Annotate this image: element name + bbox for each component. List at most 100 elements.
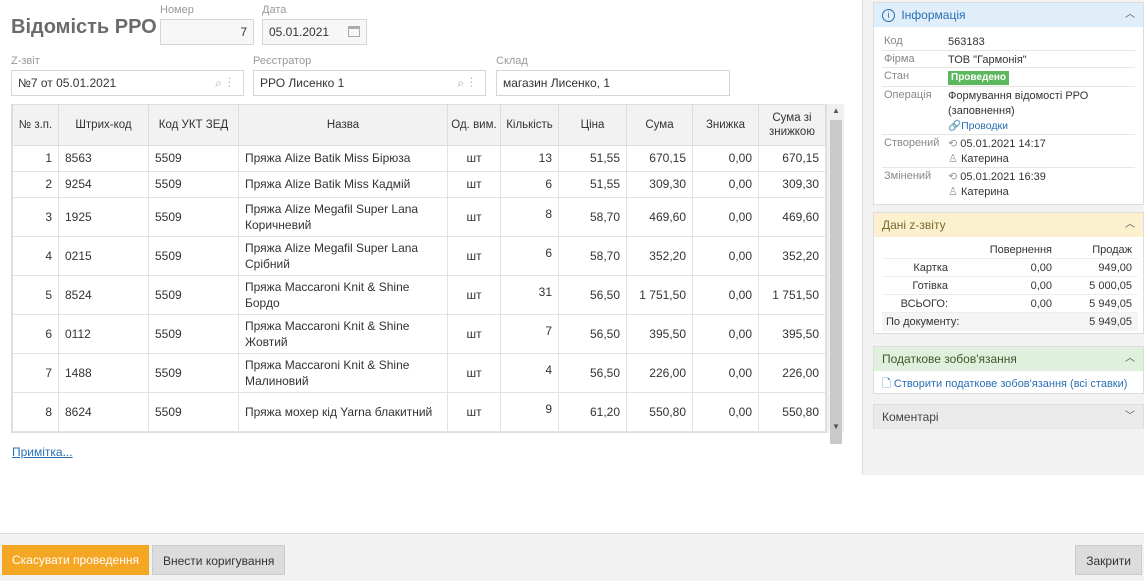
table-row[interactable]: 3 1925 5509 Пряжа Alize Megafil Super Lana … (12, 196, 826, 237)
cell-qty: 13 (500, 144, 559, 172)
cell-barcode: 8624 (58, 391, 149, 432)
chevron-up-icon[interactable]: ︿ (1125, 353, 1135, 364)
search-menu-icons[interactable]: ⌕⋮ (457, 76, 479, 90)
cell-qty: 6 (500, 430, 559, 432)
date-field[interactable]: 05.01.2021 (262, 19, 367, 45)
cell-sum: 1 751,50 (626, 274, 693, 315)
info-icon: i (882, 9, 895, 23)
create-tax-link[interactable]: 🗋 Створити податкове зобов'язання (всі с… (882, 375, 1127, 394)
col-header[interactable]: Код УКТ ЗЕД (148, 105, 239, 146)
col-header[interactable]: Штрих-код (58, 105, 149, 146)
number-label: Номер (160, 4, 194, 16)
col-header[interactable]: Ціна (558, 105, 627, 146)
tax-panel-header[interactable]: Податкове зобов'язання ︿ (874, 347, 1143, 371)
cell-n: 6 (12, 313, 59, 354)
cell-code: 5509 (148, 235, 239, 276)
col-header[interactable]: Од. вим. (447, 105, 501, 146)
table-row[interactable]: 8 8624 5509 Пряжа мохер кід Yarna блакитний… (12, 391, 826, 432)
chevron-down-icon[interactable]: ﹀ (1125, 411, 1135, 422)
cell-sum: 226,00 (626, 352, 693, 393)
zreport-label: Z-звіт (11, 55, 40, 67)
cell-unit: шт (447, 430, 501, 432)
number-field[interactable]: 7 (160, 19, 254, 45)
cell-code: 5509 (148, 391, 239, 432)
scroll-down-icon[interactable]: ▼ (832, 422, 840, 431)
zrow-sale: 5 949,05 (1089, 298, 1132, 310)
calendar-icon[interactable] (348, 26, 360, 37)
cell-code: 5509 (148, 352, 239, 393)
cell-name: Пряжа Maccaroni Knit & Shine Бордо (238, 274, 448, 315)
warehouse-field[interactable]: магазин Лисенко, 1 (496, 70, 730, 96)
scroll-thumb[interactable] (830, 120, 842, 444)
table-row[interactable]: 6 0112 5509 Пряжа Maccaroni Knit & Shine Жо… (12, 313, 826, 354)
cell-disc: 0,00 (692, 313, 759, 354)
zreport-value: №7 от 05.01.2021 (18, 76, 117, 90)
info-key: Змінений (884, 170, 932, 182)
col-header[interactable]: Сума зі знижкою (758, 105, 826, 146)
cell-sum: 469,60 (626, 196, 693, 237)
search-menu-icons[interactable]: ⌕⋮ (215, 76, 237, 90)
table-row[interactable]: 2 9254 5509 Пряжа Alize Batik Miss Кадмій шт… (12, 170, 826, 198)
cell-price: 61,20 (558, 430, 627, 432)
table-row[interactable]: 7 1488 5509 Пряжа Maccaroni Knit & Shine Ма… (12, 352, 826, 393)
cell-barcode: 5263 (58, 430, 149, 432)
info-key: Код (884, 35, 903, 47)
cell-total: 367,20 (758, 430, 826, 432)
cell-qty: 6 (500, 170, 559, 198)
col-header[interactable]: № з.п. (12, 105, 59, 146)
zrow-label: Картка (913, 262, 948, 274)
table-header: № з.п. Штрих-код Код УКТ ЗЕД Назва Од. в… (12, 105, 826, 146)
table-row[interactable]: 5 8524 5509 Пряжа Maccaroni Knit & Shine Бо… (12, 274, 826, 315)
close-button[interactable]: Закрити (1075, 545, 1142, 575)
zreport-row: ВСЬОГО: 0,00 5 949,05 (882, 295, 1138, 313)
footer-bar: Скасувати проведення Внести коригування … (0, 533, 1144, 581)
col-header[interactable]: Сума (626, 105, 693, 146)
registrar-field[interactable]: РРО Лисенко 1 ⌕⋮ (253, 70, 486, 96)
col-header[interactable]: Назва (238, 105, 448, 146)
add-correction-button[interactable]: Внести коригування (152, 545, 286, 575)
cell-n: 3 (12, 196, 59, 237)
info-panel-header[interactable]: i Інформація ︿ (874, 3, 1143, 27)
link-icon: 🔗 (948, 120, 962, 132)
cell-code: 5509 (148, 430, 239, 432)
col-header[interactable]: Знижка (692, 105, 759, 146)
cell-qty: 9 (500, 391, 559, 432)
cell-total: 1 751,50 (758, 274, 826, 315)
chevron-up-icon[interactable]: ︿ (1125, 9, 1135, 20)
table-scrollbar[interactable]: ▲ ▼ (826, 104, 844, 444)
warehouse-label: Склад (496, 55, 528, 67)
registrar-value: РРО Лисенко 1 (260, 76, 345, 90)
zreport-field[interactable]: №7 от 05.01.2021 ⌕⋮ (11, 70, 244, 96)
registrar-label: Реєстратор (253, 55, 312, 67)
table-row[interactable]: 4 0215 5509 Пряжа Alize Megafil Super Lana … (12, 235, 826, 276)
items-table: № з.п. Штрих-код Код УКТ ЗЕД Назва Од. в… (11, 104, 844, 433)
chevron-up-icon[interactable]: ︿ (1125, 219, 1135, 230)
cell-unit: шт (447, 196, 501, 237)
cell-barcode: 1488 (58, 352, 149, 393)
user-icon: ♙ (948, 186, 958, 198)
comments-panel-header[interactable]: Коментарі ﹀ (874, 405, 1143, 429)
scroll-up-icon[interactable]: ▲ (832, 106, 840, 115)
created-date: 05.01.2021 14:17 (960, 138, 1046, 150)
col-header[interactable]: Кількість (500, 105, 559, 146)
zrow-sale: 949,00 (1098, 262, 1132, 274)
cell-unit: шт (447, 144, 501, 172)
postings-link[interactable]: 🔗Проводки (948, 119, 1008, 132)
note-link[interactable]: Примітка... (12, 445, 73, 459)
zreport-row: Готівка 0,00 5 000,05 (882, 277, 1138, 295)
cell-name: Пряжа мохер кід Yarna графіт (238, 430, 448, 432)
cell-name: Пряжа Alize Megafil Super Lana Срібний (238, 235, 448, 276)
cell-name: Пряжа Alize Batik Miss Бірюза (238, 144, 448, 172)
zrow-return: 0,00 (1030, 280, 1052, 292)
cell-code: 5509 (148, 144, 239, 172)
zreport-panel: Дані z-звіту ︿ Повернення Продаж Картка 0… (873, 212, 1144, 334)
cancel-posting-button[interactable]: Скасувати проведення (2, 545, 149, 575)
divider (882, 167, 1135, 168)
zreport-panel-header[interactable]: Дані z-звіту ︿ (874, 213, 1143, 237)
document-icon: 🗋 (882, 378, 891, 390)
table-row[interactable]: 1 8563 5509 Пряжа Alize Batik Miss Бірюза шт… (12, 144, 826, 172)
cell-price: 51,55 (558, 170, 627, 198)
cell-name: Пряжа Alize Megafil Super Lana Коричневи… (238, 196, 448, 237)
cell-barcode: 0215 (58, 235, 149, 276)
table-row[interactable]: 952635509Пряжа мохер кід Yarna графітшт6… (12, 430, 826, 432)
